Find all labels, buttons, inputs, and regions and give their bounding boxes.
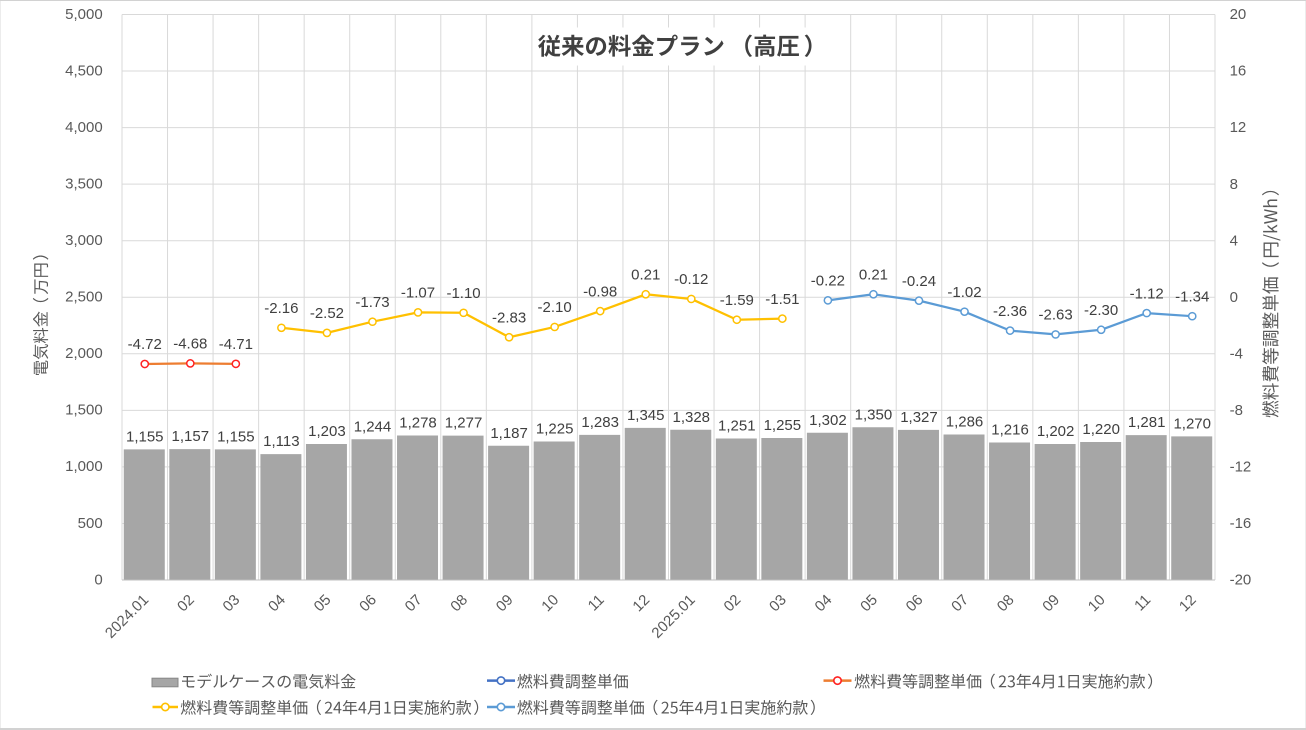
svg-text:-8: -8 bbox=[1230, 402, 1243, 419]
svg-text:1,157: 1,157 bbox=[172, 428, 210, 445]
svg-text:20: 20 bbox=[1230, 6, 1247, 23]
svg-text:1,216: 1,216 bbox=[991, 422, 1029, 439]
svg-text:-12: -12 bbox=[1230, 459, 1252, 476]
svg-text:3,500: 3,500 bbox=[65, 175, 103, 192]
svg-text:0.21: 0.21 bbox=[631, 266, 660, 283]
svg-text:-2.63: -2.63 bbox=[1038, 307, 1072, 324]
svg-text:1,244: 1,244 bbox=[354, 418, 392, 435]
svg-text:-4.71: -4.71 bbox=[219, 336, 253, 353]
svg-text:0: 0 bbox=[94, 571, 102, 588]
svg-text:1,187: 1,187 bbox=[490, 425, 528, 442]
svg-text:-1.02: -1.02 bbox=[947, 284, 981, 301]
svg-text:-1.10: -1.10 bbox=[446, 285, 480, 302]
svg-text:-4.72: -4.72 bbox=[128, 336, 162, 353]
svg-text:-2.10: -2.10 bbox=[538, 299, 572, 316]
svg-text:1,113: 1,113 bbox=[263, 433, 299, 450]
svg-text:1,281: 1,281 bbox=[1128, 414, 1166, 431]
svg-text:1,302: 1,302 bbox=[809, 412, 847, 429]
svg-text:1,350: 1,350 bbox=[855, 406, 893, 423]
svg-text:1,225: 1,225 bbox=[536, 421, 574, 438]
svg-text:1,203: 1,203 bbox=[308, 423, 346, 440]
svg-text:-2.16: -2.16 bbox=[264, 300, 298, 317]
svg-text:-2.83: -2.83 bbox=[492, 309, 526, 326]
svg-text:1,270: 1,270 bbox=[1173, 415, 1211, 432]
svg-text:-4: -4 bbox=[1230, 345, 1243, 362]
svg-text:-1.59: -1.59 bbox=[720, 292, 754, 309]
svg-text:-4.68: -4.68 bbox=[173, 336, 207, 353]
svg-text:2,500: 2,500 bbox=[65, 289, 103, 306]
svg-text:1,328: 1,328 bbox=[672, 409, 710, 426]
svg-text:1,000: 1,000 bbox=[65, 458, 103, 475]
svg-text:-2.30: -2.30 bbox=[1084, 302, 1118, 319]
svg-text:1,345: 1,345 bbox=[627, 407, 665, 424]
svg-text:16: 16 bbox=[1230, 63, 1247, 80]
svg-text:-1.07: -1.07 bbox=[401, 285, 435, 302]
svg-text:1,327: 1,327 bbox=[900, 409, 938, 426]
svg-text:2,000: 2,000 bbox=[65, 345, 103, 362]
svg-text:5,000: 5,000 bbox=[65, 6, 103, 23]
svg-text:1,220: 1,220 bbox=[1082, 421, 1120, 438]
svg-text:8: 8 bbox=[1230, 176, 1238, 193]
svg-text:-16: -16 bbox=[1230, 515, 1252, 532]
svg-text:-2.52: -2.52 bbox=[310, 305, 344, 322]
svg-text:1,202: 1,202 bbox=[1037, 423, 1075, 440]
svg-text:-1.73: -1.73 bbox=[355, 294, 389, 311]
svg-text:-0.98: -0.98 bbox=[583, 283, 617, 300]
svg-text:-0.24: -0.24 bbox=[902, 273, 936, 290]
svg-text:1,255: 1,255 bbox=[764, 417, 802, 434]
svg-text:1,251: 1,251 bbox=[718, 418, 756, 435]
svg-text:3,000: 3,000 bbox=[65, 232, 103, 249]
svg-text:1,500: 1,500 bbox=[65, 402, 103, 419]
svg-text:1,277: 1,277 bbox=[445, 415, 483, 432]
svg-text:12: 12 bbox=[1230, 119, 1247, 136]
svg-text:-1.51: -1.51 bbox=[765, 291, 799, 308]
svg-text:-20: -20 bbox=[1230, 572, 1252, 589]
svg-text:1,286: 1,286 bbox=[946, 414, 984, 431]
svg-text:0: 0 bbox=[1230, 289, 1238, 306]
svg-text:-2.36: -2.36 bbox=[993, 303, 1027, 320]
svg-text:1,278: 1,278 bbox=[399, 415, 437, 432]
svg-text:1,283: 1,283 bbox=[581, 414, 619, 431]
svg-text:4,000: 4,000 bbox=[65, 119, 103, 136]
svg-text:4,500: 4,500 bbox=[65, 62, 103, 79]
svg-text:4: 4 bbox=[1230, 232, 1238, 249]
svg-text:1,155: 1,155 bbox=[126, 428, 164, 445]
svg-text:-0.12: -0.12 bbox=[674, 271, 708, 288]
svg-text:-1.12: -1.12 bbox=[1130, 285, 1164, 302]
svg-text:1,155: 1,155 bbox=[217, 428, 255, 445]
svg-text:500: 500 bbox=[78, 515, 103, 532]
svg-text:-1.34: -1.34 bbox=[1175, 288, 1209, 305]
svg-text:-0.22: -0.22 bbox=[811, 273, 845, 290]
svg-text:0.21: 0.21 bbox=[859, 266, 888, 283]
